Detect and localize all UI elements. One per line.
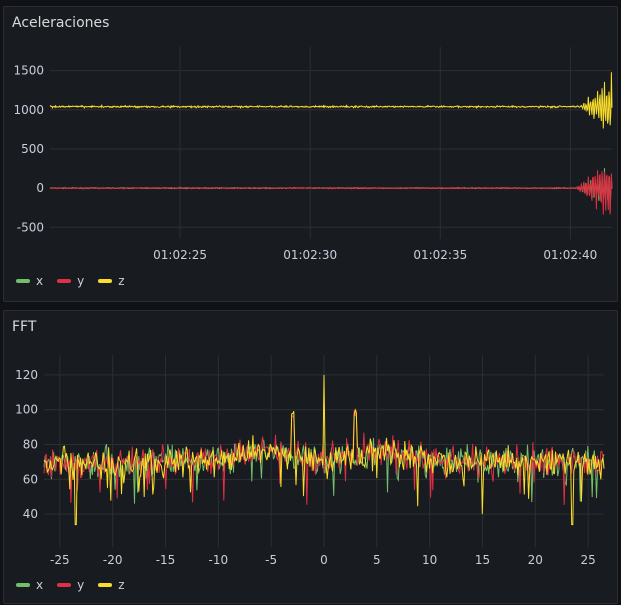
legend-item-x[interactable]: x <box>16 578 43 592</box>
legend-swatch <box>16 279 30 283</box>
legend-item-z[interactable]: z <box>98 578 125 592</box>
legend-swatch <box>98 583 113 587</box>
accelerations-chart: 1500 1000 500 0 -500 01:02:25 01:02:30 01:02:35… <box>13 47 613 262</box>
y-tick-label: 0 <box>36 181 44 195</box>
x-tick-label: 5 <box>373 553 381 567</box>
x-tick-label: 25 <box>581 553 596 567</box>
x-tick-label: -25 <box>50 553 70 567</box>
x-tick-label: 0 <box>320 553 328 567</box>
legend-swatch <box>16 583 30 587</box>
y-tick-label: 100 <box>15 403 38 417</box>
legend-label: y <box>77 274 85 288</box>
legend-swatch <box>57 279 72 283</box>
series-line-y <box>50 170 613 215</box>
x-tick-label: 20 <box>528 553 543 567</box>
y-tick-label: 120 <box>15 368 38 382</box>
y-tick-label: 1000 <box>13 103 44 117</box>
legend-swatch <box>98 279 113 283</box>
x-tick-label: -5 <box>265 553 277 567</box>
legend-label: x <box>36 274 44 288</box>
fft-chart: 120 100 80 60 40 -25 -20 -15 -10 -5 0 5 10 15 20 25 <box>15 355 605 567</box>
y-tick-label: 1500 <box>13 64 44 78</box>
legend-item-x[interactable]: x <box>16 274 43 288</box>
legend-item-z[interactable]: z <box>98 274 125 288</box>
x-tick-label: 01:02:30 <box>283 248 337 262</box>
accelerations-panel: Aceleraciones 1500 1000 500 0 -500 01:02:25 01… <box>3 6 618 302</box>
series-line-z <box>49 72 613 129</box>
x-tick-label: 15 <box>475 553 490 567</box>
y-tick-label: 60 <box>23 472 38 486</box>
x-tick-label: 01:02:25 <box>153 248 207 262</box>
x-tick-label: -10 <box>209 553 229 567</box>
legend-label: x <box>36 578 44 592</box>
fft-legend: x y z <box>16 578 125 592</box>
fft-panel: FFT 120 100 80 60 40 -25 -20 -15 -10 -5 0 5 10 15 20 25… <box>3 310 618 604</box>
y-tick-label: 40 <box>23 507 38 521</box>
x-tick-label: -15 <box>156 553 176 567</box>
accelerations-legend: x y z <box>16 274 125 288</box>
series-line-x <box>49 168 613 213</box>
legend-item-y[interactable]: y <box>57 578 84 592</box>
legend-label: y <box>77 578 85 592</box>
legend-label: z <box>118 274 125 288</box>
x-tick-label: 10 <box>422 553 437 567</box>
panel-title: FFT <box>12 319 37 335</box>
x-tick-label: -20 <box>103 553 123 567</box>
x-tick-label: 01:02:35 <box>413 248 467 262</box>
y-tick-label: 80 <box>23 438 38 452</box>
panel-title: Aceleraciones <box>12 15 110 31</box>
legend-item-y[interactable]: y <box>57 274 84 288</box>
legend-swatch <box>57 583 72 587</box>
y-tick-label: -500 <box>17 220 44 234</box>
series-line-z <box>43 374 605 526</box>
y-tick-label: 500 <box>21 142 44 156</box>
legend-label: z <box>118 578 125 592</box>
x-tick-label: 01:02:40 <box>543 248 597 262</box>
